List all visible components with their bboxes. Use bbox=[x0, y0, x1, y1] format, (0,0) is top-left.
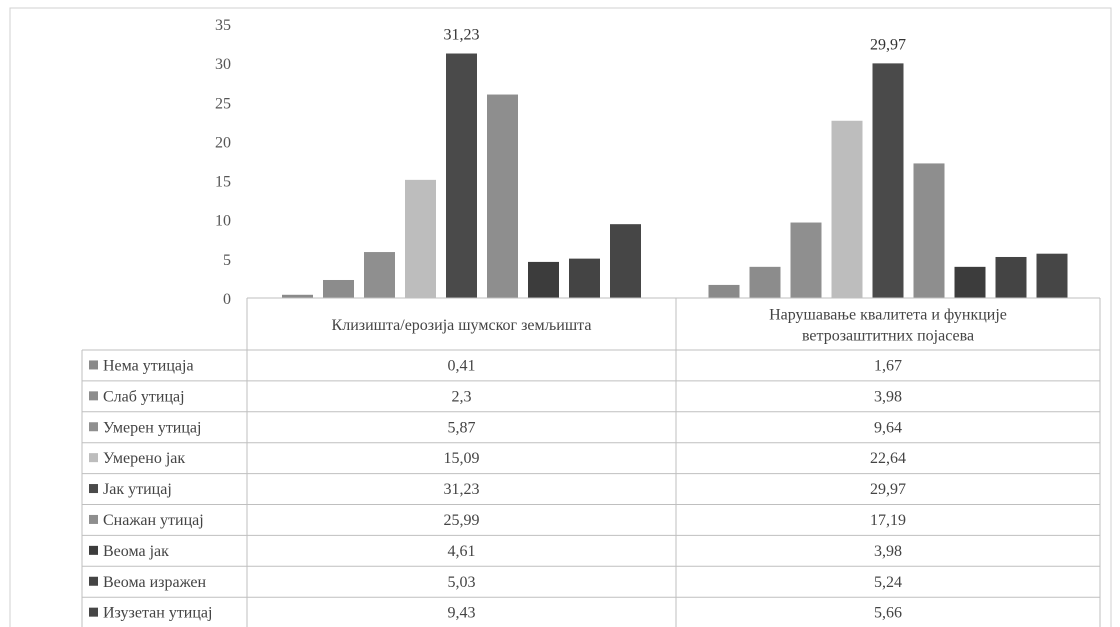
y-tick-label: 0 bbox=[223, 291, 231, 308]
y-tick-label: 10 bbox=[215, 213, 231, 230]
y-tick-label: 30 bbox=[215, 56, 231, 73]
bar bbox=[831, 120, 863, 299]
legend-label: Изузетан утицај bbox=[103, 605, 212, 622]
bar bbox=[323, 279, 354, 298]
bar bbox=[487, 94, 518, 298]
bar bbox=[405, 179, 436, 298]
bar bbox=[872, 63, 904, 298]
table-cell: 4,61 bbox=[448, 543, 476, 560]
bar bbox=[708, 284, 740, 298]
bar bbox=[954, 266, 986, 298]
bar bbox=[446, 53, 477, 298]
table-cell: 9,64 bbox=[874, 419, 902, 436]
bar bbox=[790, 222, 822, 298]
bar bbox=[749, 266, 781, 298]
y-tick-label: 15 bbox=[215, 174, 231, 191]
bar bbox=[364, 252, 395, 298]
legend-label: Слаб утицај bbox=[103, 388, 185, 405]
table-cell: 3,98 bbox=[874, 543, 902, 560]
table-cell: 9,43 bbox=[448, 605, 476, 622]
table-cell: 17,19 bbox=[870, 512, 906, 529]
table-cell: 15,09 bbox=[444, 450, 480, 467]
bar bbox=[610, 224, 641, 298]
legend-key bbox=[89, 422, 98, 432]
category-label: ветрозаштитних појасева bbox=[802, 328, 974, 345]
table-cell: 0,41 bbox=[448, 357, 476, 374]
y-tick-label: 5 bbox=[223, 252, 231, 269]
table-cell: 5,03 bbox=[448, 574, 476, 591]
legend-key bbox=[89, 545, 98, 555]
category-label: Клизишта/ерозија шумског земљишта bbox=[332, 317, 592, 334]
legend-key bbox=[89, 514, 98, 524]
legend-key bbox=[89, 576, 98, 586]
legend-label: Нема утицаја bbox=[103, 357, 194, 374]
bar bbox=[913, 163, 945, 298]
legend-key bbox=[89, 453, 98, 463]
legend-label: Снажан утицај bbox=[103, 512, 204, 529]
legend-label: Јак утицај bbox=[103, 481, 172, 498]
table-cell: 3,98 bbox=[874, 388, 902, 405]
legend-key bbox=[89, 607, 98, 617]
legend-key bbox=[89, 484, 98, 494]
figure-border bbox=[9, 7, 1112, 627]
data-label: 29,97 bbox=[870, 36, 906, 53]
legend-key bbox=[89, 391, 98, 401]
bar bbox=[1036, 253, 1068, 298]
table-cell: 29,97 bbox=[870, 481, 906, 498]
y-tick-label: 20 bbox=[215, 134, 231, 151]
table-cell: 2,3 bbox=[452, 388, 472, 405]
table-cell: 5,87 bbox=[448, 419, 476, 436]
category-label: Нарушавање квалитета и функције bbox=[769, 307, 1007, 324]
table-cell: 5,66 bbox=[874, 605, 902, 622]
bar bbox=[995, 256, 1027, 298]
table-cell: 22,64 bbox=[870, 450, 906, 467]
legend-label: Веома изражен bbox=[103, 574, 207, 591]
bar bbox=[282, 294, 313, 298]
data-label: 31,23 bbox=[444, 27, 480, 44]
y-tick-label: 35 bbox=[215, 17, 231, 34]
table-cell: 25,99 bbox=[444, 512, 480, 529]
table-cell: 31,23 bbox=[444, 481, 480, 498]
legend-label: Веома јак bbox=[103, 543, 169, 560]
table-cell: 1,67 bbox=[874, 357, 902, 374]
bar bbox=[528, 261, 559, 298]
legend-label: Умерен утицај bbox=[103, 419, 201, 436]
legend-label: Умерено јак bbox=[103, 450, 185, 467]
table-cell: 5,24 bbox=[874, 574, 902, 591]
bar bbox=[569, 258, 600, 298]
legend-key bbox=[89, 360, 98, 370]
y-tick-label: 25 bbox=[215, 95, 231, 112]
